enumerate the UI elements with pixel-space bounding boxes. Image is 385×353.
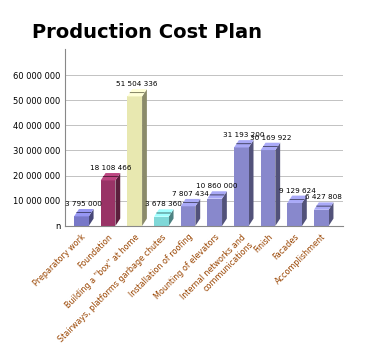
Text: 3 795 000: 3 795 000 <box>65 201 102 207</box>
Polygon shape <box>261 143 280 150</box>
Text: Mounting of elevators: Mounting of elevators <box>152 233 221 301</box>
Polygon shape <box>116 173 120 226</box>
Polygon shape <box>74 209 94 216</box>
Polygon shape <box>287 196 307 203</box>
Text: 18 108 466: 18 108 466 <box>90 165 131 171</box>
Polygon shape <box>222 191 227 226</box>
Polygon shape <box>261 150 275 226</box>
Text: Internal networks and
communications: Internal networks and communications <box>179 233 255 308</box>
Text: 31 193 200: 31 193 200 <box>223 132 264 138</box>
Text: 6 427 808: 6 427 808 <box>305 195 342 201</box>
Text: Installation of roofing: Installation of roofing <box>127 233 194 299</box>
Polygon shape <box>208 191 227 199</box>
Polygon shape <box>275 143 280 226</box>
Polygon shape <box>249 140 253 226</box>
Polygon shape <box>154 217 169 226</box>
Polygon shape <box>127 96 142 226</box>
Polygon shape <box>181 206 195 226</box>
Polygon shape <box>169 209 174 226</box>
Polygon shape <box>302 196 307 226</box>
Text: Building a "box" at home: Building a "box" at home <box>64 233 141 310</box>
Text: 9 129 624: 9 129 624 <box>279 188 316 194</box>
Text: Accomplishment: Accomplishment <box>274 233 328 286</box>
Text: Preparatory work: Preparatory work <box>32 233 88 288</box>
Text: 7 807 434: 7 807 434 <box>172 191 209 197</box>
Text: 51 504 336: 51 504 336 <box>116 81 158 87</box>
Text: Foundation: Foundation <box>77 233 114 270</box>
Text: Finish: Finish <box>252 233 275 255</box>
Text: Production Cost Plan: Production Cost Plan <box>32 23 262 42</box>
Polygon shape <box>287 203 302 226</box>
Polygon shape <box>127 89 147 96</box>
Polygon shape <box>89 209 94 226</box>
Text: Stairways, platforms garbage chutes: Stairways, platforms garbage chutes <box>57 233 168 344</box>
Text: Facades: Facades <box>272 233 301 262</box>
Polygon shape <box>234 148 249 226</box>
Polygon shape <box>74 216 89 226</box>
Polygon shape <box>234 140 253 148</box>
Polygon shape <box>101 173 120 180</box>
Polygon shape <box>142 89 147 226</box>
Text: 3 678 360: 3 678 360 <box>146 201 182 207</box>
Polygon shape <box>101 180 116 226</box>
Polygon shape <box>208 199 222 226</box>
Polygon shape <box>329 202 333 226</box>
Text: 10 860 000: 10 860 000 <box>196 183 238 189</box>
Polygon shape <box>154 209 174 217</box>
Polygon shape <box>181 199 200 206</box>
Polygon shape <box>314 210 329 226</box>
Polygon shape <box>195 199 200 226</box>
Polygon shape <box>314 202 333 210</box>
Text: 30 169 922: 30 169 922 <box>249 135 291 141</box>
